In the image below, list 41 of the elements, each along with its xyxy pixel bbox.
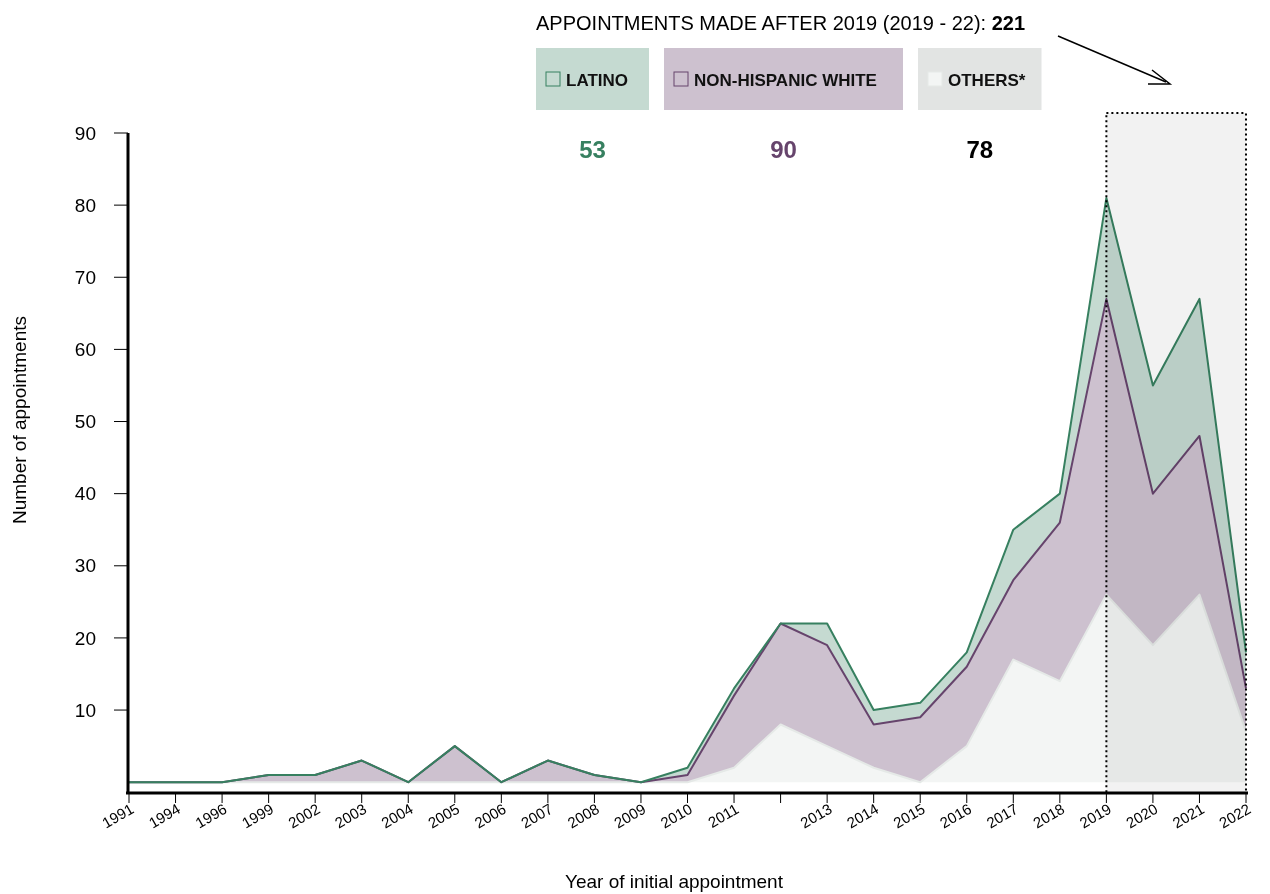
x-tick-label: 2002 [285,799,323,832]
x-tick-label: 2010 [657,799,695,832]
y-tick-label: 60 [74,339,96,361]
x-tick-label: 1999 [238,799,277,832]
x-tick-label: 2022 [1216,799,1254,832]
x-tick-label: 2011 [705,799,742,831]
y-tick-label: 10 [74,699,96,721]
x-tick-label: 2013 [797,799,835,832]
x-tick-label: 2006 [471,799,509,832]
x-tick-label: 2015 [890,799,928,832]
legend-label: NON-HISPANIC WHITE [694,71,877,90]
annotation: 90 [770,136,797,163]
y-tick-label: 80 [74,194,96,216]
legend-label: OTHERS* [948,71,1026,90]
x-tick-label: 2008 [564,799,602,832]
x-tick-label: 2014 [843,799,882,832]
x-tick-label: 2019 [1076,799,1114,832]
x-tick-label: 2018 [1029,799,1068,832]
y-tick-label: 20 [74,627,96,649]
x-tick-label: 1994 [145,799,184,832]
chart-title: APPOINTMENTS MADE AFTER 2019 (2019 - 22): 221 [536,12,1026,34]
annotation: 78 [966,136,994,163]
x-tick-label: 2005 [424,799,463,832]
annotation: 53 [579,136,606,163]
x-axis-title: Year of initial appointment [565,871,784,892]
y-tick-label: 90 [74,122,96,144]
x-tick-label: 2007 [517,799,556,832]
x-tick-label: 2003 [331,799,370,832]
x-tick-label: 2004 [378,799,416,832]
y-tick-label: 40 [74,483,96,505]
x-tick-label: 1991 [99,799,137,832]
x-tick-label: 2009 [611,799,649,832]
legend-label: LATINO [566,71,629,90]
y-tick-label: 50 [74,411,96,433]
y-tick-label: 30 [74,555,96,577]
y-tick-label: 70 [74,266,96,288]
x-tick-label: 2021 [1169,799,1207,832]
y-axis-title: Number of appointments [9,315,30,525]
x-tick-label: 1996 [192,799,230,832]
x-tick-label: 2020 [1123,799,1161,832]
x-tick-label: 2016 [936,799,975,832]
